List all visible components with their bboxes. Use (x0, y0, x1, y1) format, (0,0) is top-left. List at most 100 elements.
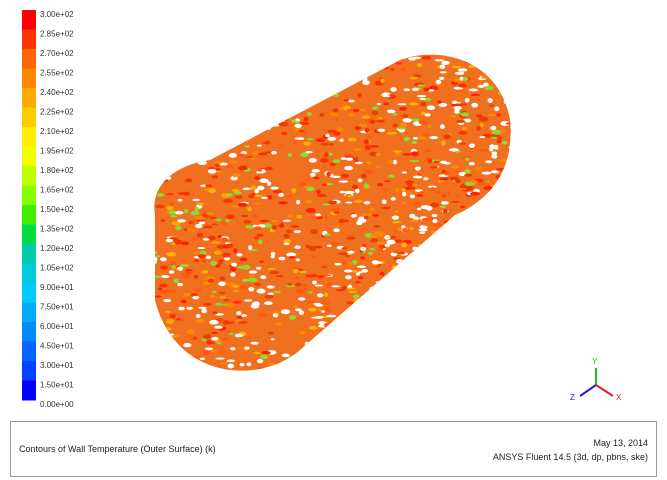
speckle (343, 44, 349, 48)
speckle (335, 117, 340, 122)
speckle (366, 299, 374, 304)
speckle (182, 104, 189, 107)
speckle (478, 218, 488, 223)
speckle (423, 368, 433, 371)
speckle (362, 80, 370, 86)
speckle (466, 254, 472, 259)
color-band (22, 380, 36, 401)
speckle (333, 228, 340, 233)
speckle (298, 330, 307, 335)
speckle (501, 140, 508, 145)
speckle (246, 362, 252, 367)
speckle (475, 318, 485, 321)
speckle (315, 355, 325, 360)
speckle (293, 304, 298, 308)
speckle (378, 61, 385, 66)
speckle (220, 337, 229, 341)
speckle (517, 285, 524, 289)
speckle (278, 201, 288, 205)
speckle (392, 250, 400, 254)
speckle (267, 181, 272, 187)
speckle (476, 374, 482, 377)
speckle (511, 325, 521, 330)
speckle (278, 192, 284, 197)
speckle (252, 351, 262, 354)
speckle (347, 367, 358, 371)
speckle (144, 375, 151, 378)
speckle (240, 132, 246, 137)
speckle (147, 251, 153, 256)
speckle (296, 55, 302, 60)
speckle (187, 389, 194, 391)
speckle (194, 206, 199, 212)
speckle (308, 158, 317, 163)
speckle (172, 382, 176, 385)
speckle (154, 353, 158, 357)
speckle (313, 176, 320, 180)
speckle (437, 100, 443, 104)
speckle (201, 270, 209, 274)
speckle (181, 98, 188, 102)
speckle (305, 370, 312, 371)
speckle (270, 251, 276, 256)
speckle (485, 160, 493, 164)
speckle (311, 169, 321, 173)
speckle (192, 237, 199, 241)
speckle (176, 266, 184, 271)
speckle (482, 277, 488, 282)
speckle (242, 137, 249, 143)
speckle (317, 293, 324, 298)
speckle (339, 83, 347, 89)
speckle (485, 68, 492, 73)
triad-x: X (616, 393, 622, 402)
speckle (402, 340, 409, 344)
speckle (228, 332, 235, 336)
speckle (275, 361, 286, 367)
speckle (223, 199, 234, 203)
speckle (512, 90, 518, 93)
speckle (330, 81, 336, 84)
speckle (360, 246, 367, 251)
speckle (428, 254, 433, 257)
speckle (326, 182, 334, 186)
speckle (217, 85, 223, 89)
speckle (210, 294, 216, 299)
speckle (373, 67, 382, 70)
speckle (324, 233, 331, 236)
speckle (329, 162, 336, 167)
speckle (371, 314, 380, 319)
speckle (412, 246, 419, 251)
speckle (198, 306, 207, 309)
speckle (379, 271, 385, 276)
speckle (426, 367, 435, 371)
speckle (348, 113, 355, 117)
speckle (502, 296, 509, 302)
speckle (321, 360, 329, 364)
speckle (433, 288, 441, 292)
speckle (384, 368, 392, 371)
speckle (319, 331, 328, 336)
speckle (176, 162, 184, 167)
speckle (157, 287, 163, 291)
speckle (434, 191, 445, 194)
speckle (454, 301, 463, 306)
speckle (518, 78, 526, 82)
speckle (455, 276, 463, 280)
speckle (360, 256, 366, 260)
speckle (210, 105, 221, 110)
speckle (287, 283, 293, 286)
speckle (248, 107, 258, 113)
speckle (239, 285, 248, 290)
speckle (285, 238, 290, 242)
speckle (508, 228, 511, 232)
speckle (303, 141, 311, 147)
speckle (419, 312, 428, 318)
speckle (193, 251, 199, 255)
speckle (304, 82, 311, 85)
speckle (381, 206, 391, 210)
speckle (412, 56, 421, 60)
speckle (521, 178, 528, 183)
speckle (341, 48, 348, 50)
speckle (216, 339, 223, 343)
speckle (169, 314, 176, 319)
